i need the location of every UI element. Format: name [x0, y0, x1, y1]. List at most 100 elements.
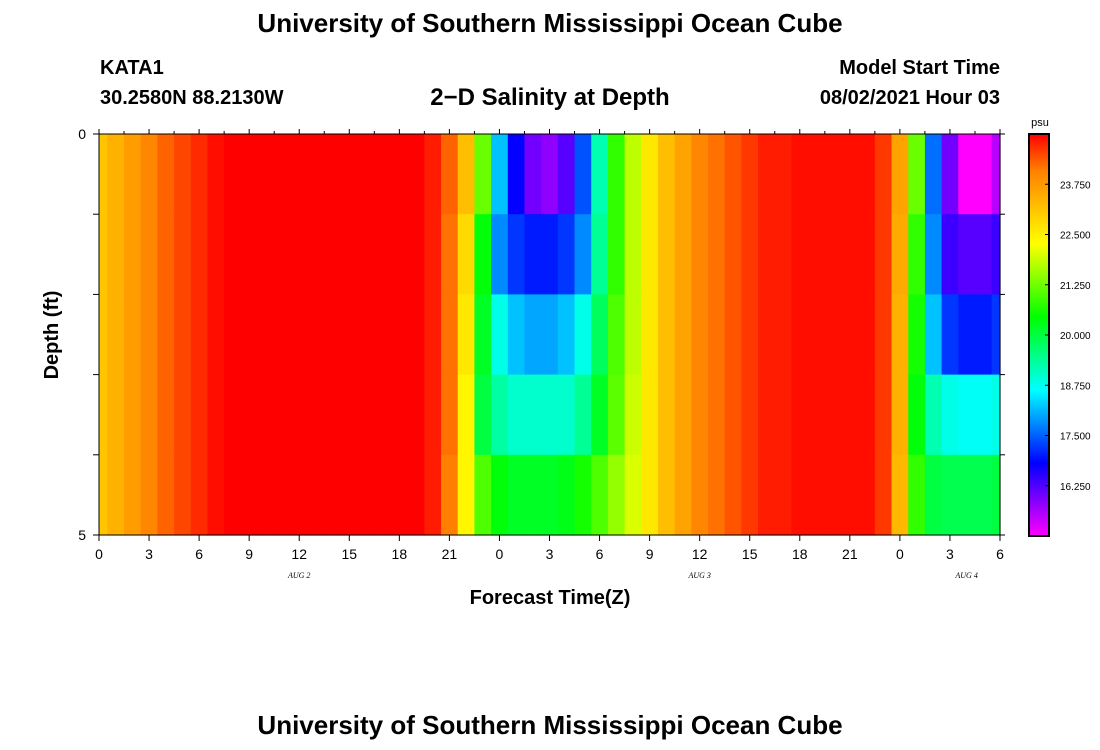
heatmap-cell — [390, 454, 409, 536]
heatmap-cell — [374, 214, 392, 295]
heatmap-cell — [974, 134, 993, 215]
heatmap-cell — [791, 454, 809, 536]
heatmap-cell — [758, 374, 776, 456]
heatmap-cell — [524, 374, 542, 456]
heatmap-cell — [441, 134, 459, 215]
heatmap-cell — [307, 214, 325, 295]
colorbar-tick-label: 18.750 — [1060, 381, 1091, 392]
heatmap-cell — [457, 454, 476, 536]
heatmap-cell — [858, 294, 876, 376]
heatmap-cell — [991, 214, 1001, 295]
heatmap-cell — [657, 214, 676, 295]
heatmap-cell — [941, 294, 959, 376]
heatmap-cell — [841, 374, 859, 456]
heatmap-cell — [507, 214, 526, 295]
heatmap-cell — [924, 134, 943, 215]
heatmap-cell — [340, 214, 359, 295]
heatmap-cell — [674, 374, 692, 456]
heatmap-cell — [591, 294, 609, 376]
heatmap-cell — [357, 294, 375, 376]
heatmap-cell — [607, 134, 626, 215]
heatmap-cell — [924, 454, 943, 536]
heatmap-cell — [190, 134, 209, 215]
heatmap-cell — [858, 214, 876, 295]
heatmap-cell — [157, 134, 175, 215]
heatmap-cell — [908, 214, 926, 295]
heatmap-cell — [157, 454, 175, 536]
heatmap-cell — [657, 294, 676, 376]
heatmap-cell — [140, 134, 158, 215]
heatmap-cell — [841, 214, 859, 295]
heatmap-cell — [958, 454, 976, 536]
heatmap-cell — [758, 294, 776, 376]
heatmap-cell — [758, 134, 776, 215]
heatmap-cell — [557, 454, 576, 536]
heatmap-cell — [691, 134, 709, 215]
heatmap-cell — [190, 214, 209, 295]
heatmap-cell — [607, 374, 626, 456]
heatmap-cell — [607, 214, 626, 295]
heatmap-cell — [641, 294, 659, 376]
heatmap-cell — [274, 294, 292, 376]
heatmap-cell — [390, 214, 409, 295]
heatmap-cell — [190, 454, 209, 536]
heatmap-cell — [240, 214, 259, 295]
x-tick-label: 3 — [546, 546, 554, 562]
heatmap-cell — [774, 214, 793, 295]
heatmap-cell — [307, 374, 325, 456]
heatmap-cell — [941, 454, 959, 536]
heatmap-cell — [340, 374, 359, 456]
heatmap-cell — [441, 214, 459, 295]
heatmap-cell — [457, 134, 476, 215]
heatmap-cell — [324, 374, 342, 456]
heatmap-cell — [174, 294, 192, 376]
heatmap-cell — [874, 454, 893, 536]
heatmap-cell — [324, 134, 342, 215]
heatmap-cell — [99, 374, 108, 456]
heatmap-cell — [357, 214, 375, 295]
heatmap-cell — [724, 294, 742, 376]
y-axis-label: Depth (ft) — [41, 291, 63, 380]
heatmap-cell — [424, 134, 442, 215]
heatmap-cell — [99, 294, 108, 376]
heatmap-cell — [924, 374, 943, 456]
heatmap-cell — [491, 214, 509, 295]
heatmap-cell — [674, 294, 692, 376]
heatmap-cell — [808, 294, 826, 376]
x-tick-label: 6 — [195, 546, 203, 562]
heatmap-cell — [541, 134, 559, 215]
x-tick-label: 0 — [896, 546, 904, 562]
heatmap-cell — [290, 454, 309, 536]
heatmap-cell — [507, 134, 526, 215]
heatmap-cell — [524, 214, 542, 295]
heatmap-cell — [624, 454, 642, 536]
heatmap-cell — [574, 294, 592, 376]
heatmap-cell — [491, 294, 509, 376]
heatmap-cell — [224, 294, 242, 376]
heatmap-cell — [99, 134, 108, 215]
heatmap-cell — [674, 214, 692, 295]
heatmap-cell — [140, 294, 158, 376]
heatmap-cell — [324, 454, 342, 536]
heatmap-cell — [874, 374, 893, 456]
x-tick-label: 18 — [392, 546, 408, 562]
heatmap-cell — [824, 454, 843, 536]
heatmap-cell — [591, 374, 609, 456]
heatmap-cell — [941, 374, 959, 456]
heatmap-cell — [491, 374, 509, 456]
heatmap-cell — [240, 374, 259, 456]
heatmap-cell — [474, 294, 492, 376]
heatmap-cell — [874, 294, 893, 376]
x-tick-label: 9 — [245, 546, 253, 562]
heatmap-cell — [274, 374, 292, 456]
heatmap-cell — [99, 214, 108, 295]
heatmap-cell — [240, 134, 259, 215]
heatmap-cell — [274, 134, 292, 215]
heatmap-cell — [657, 454, 676, 536]
heatmap-cell — [174, 454, 192, 536]
heatmap-cell — [157, 374, 175, 456]
heatmap-cell — [290, 214, 309, 295]
heatmap-cell — [390, 134, 409, 215]
colorbar-tick-label: 22.500 — [1060, 231, 1091, 242]
